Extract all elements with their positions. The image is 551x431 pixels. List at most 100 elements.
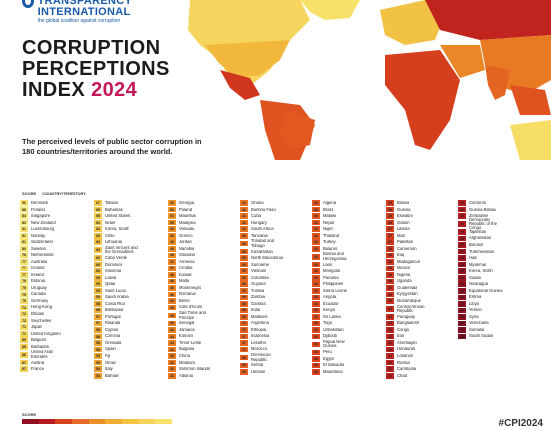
country-row: 77 Australia xyxy=(20,259,66,265)
country-name: South Sudan xyxy=(469,334,494,339)
score-badge: 64 xyxy=(94,219,102,226)
country-name: Botswana xyxy=(105,308,124,313)
country-name: France xyxy=(31,367,45,372)
country-column-header: COUNTRY/TERRITORY xyxy=(42,191,86,196)
score-badge: 32 xyxy=(312,301,320,307)
country-name: Pakistan xyxy=(397,240,414,245)
score-badge: 39 xyxy=(240,274,248,281)
score-badge: 39 xyxy=(240,255,248,261)
country-row: 74 Hong Kong xyxy=(20,304,66,311)
country-row: 41 Ghana xyxy=(240,200,286,206)
country-row: 77 Ireland xyxy=(20,272,66,278)
score-badge: 19 xyxy=(458,229,466,235)
score-badge: 56 xyxy=(94,327,102,333)
country-row: 60 Dominica xyxy=(94,261,140,268)
country-row: 41 Albania xyxy=(168,372,214,379)
country-name: Kosovo xyxy=(179,334,193,339)
country-row: 34 Niger xyxy=(312,226,358,233)
country-name: Dominica xyxy=(105,262,123,267)
country-row: 46 Montenegro xyxy=(168,285,214,291)
country-name: Luxembourg xyxy=(31,227,55,232)
country-row: 22 Lebanon xyxy=(386,353,432,359)
country-column-6: 28 Bolivia 28 Guinea 28 Eswatini 28 Gabon 27 Libe… xyxy=(386,200,432,379)
score-badge: 58 xyxy=(94,301,102,307)
country-name: Costa Rica xyxy=(105,301,126,306)
score-badge: 80 xyxy=(20,246,28,252)
country-row: 53 Poland xyxy=(168,206,214,213)
country-name: Belgium xyxy=(31,338,47,343)
score-badge: 43 xyxy=(168,346,176,353)
country-name: Kuwait xyxy=(179,272,192,277)
score-badge: 39 xyxy=(240,294,248,301)
country-name: Iraq xyxy=(397,253,405,258)
world-map xyxy=(188,0,551,160)
score-badge: 53 xyxy=(168,206,176,213)
score-badge: 14 xyxy=(458,281,466,288)
australia-shape xyxy=(510,120,551,160)
score-badge: 77 xyxy=(20,265,28,272)
score-badge: 49 xyxy=(168,252,176,259)
country-row: 76 Uruguay xyxy=(20,285,66,291)
country-name: Taiwan xyxy=(105,200,119,205)
country-row: 65 United States xyxy=(94,213,140,219)
score-badge: 64 xyxy=(94,226,102,233)
country-name: Egypt xyxy=(323,356,334,361)
country-name: Brazil xyxy=(323,207,334,212)
logo[interactable]: TRANSPARENCY INTERNATIONAL the global co… xyxy=(22,0,172,24)
country-name: Chile xyxy=(105,233,115,238)
score-badge: 78 xyxy=(20,252,28,259)
country-name: Guyana xyxy=(251,282,266,287)
score-badge: 20 xyxy=(458,200,466,206)
country-name: Trinidad and Tobago xyxy=(251,239,275,248)
country-name: Hungary xyxy=(251,220,267,225)
country-row: 80 Sweden xyxy=(20,246,66,252)
country-row: 33 Sierra Leone xyxy=(312,288,358,294)
country-row: 39 Tunisia xyxy=(240,288,286,294)
country-row: 83 New Zealand xyxy=(20,219,66,226)
country-name: Bosnia and Herzegovina xyxy=(323,252,347,261)
country-row: 18 Afghanistan xyxy=(458,235,504,242)
country-row: 33 Panama xyxy=(312,274,358,281)
score-badge: 34 xyxy=(312,239,320,246)
title-line-3: INDEX xyxy=(22,79,86,101)
score-badge: 23 xyxy=(386,320,394,327)
country-name: Ireland xyxy=(31,272,44,277)
country-name: Ethiopia xyxy=(251,327,267,332)
country-row: 56 Spain xyxy=(94,346,140,353)
score-badge: 45 xyxy=(168,304,176,311)
score-badge: 65 xyxy=(94,206,102,213)
country-row: 71 United Kingdom xyxy=(20,330,66,337)
score-badge: 76 xyxy=(20,278,28,285)
score-badge: 83 xyxy=(20,219,28,226)
country-name: Oman xyxy=(105,360,117,365)
score-badge: 75 xyxy=(20,291,28,298)
country-row: 43 Bulgaria xyxy=(168,346,214,353)
score-badge: 9 xyxy=(458,327,466,333)
country-row: 81 Norway xyxy=(20,232,66,239)
title-year: 2024 xyxy=(91,79,138,101)
country-row: 24 Central African Republic xyxy=(386,305,432,314)
score-badge: 41 xyxy=(240,213,248,219)
country-name: Turkey xyxy=(323,240,336,245)
hashtag[interactable]: #CPI2024 xyxy=(498,418,543,429)
country-row: 63 Chile xyxy=(94,232,140,239)
country-name: Yemen xyxy=(469,308,482,313)
score-badge: 21 xyxy=(386,372,394,379)
country-row: 45 Senegal xyxy=(168,320,214,327)
country-row: 60 Slovenia xyxy=(94,268,140,275)
country-row: 33 Mongolia xyxy=(312,268,358,275)
score-badge: 39 xyxy=(240,248,248,255)
score-badge: 21 xyxy=(386,366,394,372)
country-row: 39 Vietnam xyxy=(240,268,286,275)
country-row: 28 Bolivia xyxy=(386,200,432,206)
country-name: Dominican Republic xyxy=(251,353,271,362)
country-row: 44 Kosovo xyxy=(168,333,214,340)
score-badge: 24 xyxy=(386,314,394,320)
logo-mark-icon xyxy=(22,0,34,8)
country-row: 22 Azerbaijan xyxy=(386,340,432,346)
score-badge: 20 xyxy=(458,221,466,227)
country-name: Albania xyxy=(179,373,193,378)
score-badge: 31 xyxy=(312,349,320,356)
country-name: Rwanda xyxy=(105,321,121,326)
score-badge: 39 xyxy=(240,281,248,288)
